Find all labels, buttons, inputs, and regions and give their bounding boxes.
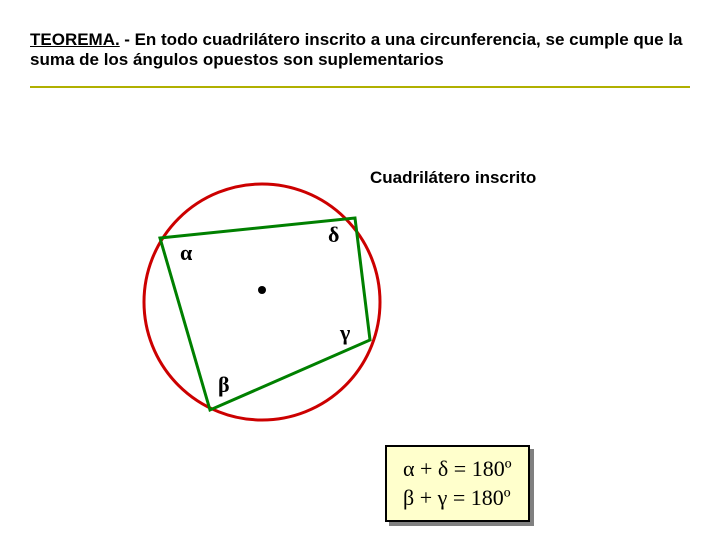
angle-alpha: α [180, 240, 192, 266]
inscribed-quad-diagram [0, 0, 720, 540]
angle-delta: δ [328, 222, 339, 248]
angle-beta: β [218, 372, 230, 398]
formula-box: α + δ = 180º β + γ = 180º [385, 445, 530, 522]
formula-line-1: α + δ = 180º [403, 455, 512, 484]
angle-gamma: γ [340, 320, 350, 346]
formula-line-2: β + γ = 180º [403, 484, 512, 513]
center-dot [258, 286, 266, 294]
